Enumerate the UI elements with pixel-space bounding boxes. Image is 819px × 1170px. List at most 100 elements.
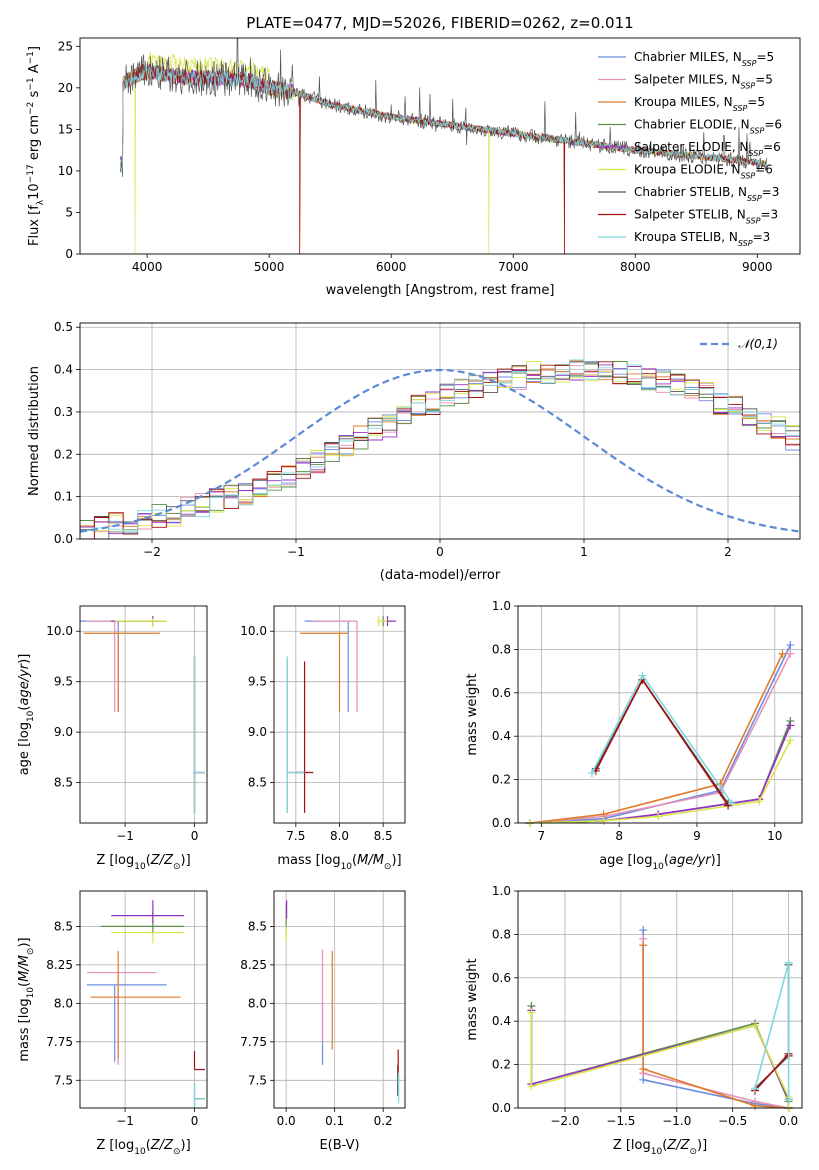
y-tick-label: 8.5 xyxy=(54,776,73,790)
x-tick-label: 0 xyxy=(191,829,199,843)
y-tick-label: 7.5 xyxy=(248,1073,267,1087)
weight-marker xyxy=(587,769,596,778)
y-tick-label: 7.75 xyxy=(240,1035,267,1049)
y-tick-label: 15 xyxy=(58,122,73,136)
weight-marker xyxy=(755,797,764,806)
residual-frame xyxy=(79,322,801,540)
residual_hist-axes: −2 −1 0 1 2 0.0 0.1 0.2 0.3 0.4 0.5 xyxy=(54,320,800,559)
weight-marker xyxy=(639,926,648,935)
weight-marker xyxy=(786,721,795,730)
weight-marker xyxy=(639,1064,648,1073)
weight_vs_Z-frame xyxy=(517,890,803,1109)
x-axis-label: wavelength [Angstrom, rest frame] xyxy=(326,283,555,298)
weight-marker xyxy=(639,941,648,950)
weight-series xyxy=(642,938,789,1108)
y-tick-label: 0.2 xyxy=(492,773,511,787)
x-tick-label: −1 xyxy=(116,829,134,843)
y-tick-label: 8.25 xyxy=(240,958,267,972)
weight-marker xyxy=(527,1008,536,1017)
legend-entry: Kroupa ELODIE, NSSP=6 xyxy=(634,163,773,181)
y-tick-label: 0.4 xyxy=(492,1014,511,1028)
histogram-series xyxy=(80,365,800,539)
x-tick-label: −1.0 xyxy=(662,1114,691,1128)
x-axis-label: E(B-V) xyxy=(319,1138,359,1153)
x-axis-label: mass [log10(M/M⊙)] xyxy=(277,853,401,872)
weight-marker xyxy=(786,649,795,658)
y-tick-label: 0.4 xyxy=(492,729,511,743)
y-axis-label: Flux [fλ10−17 erg cm−2 s−1 A−1] xyxy=(26,46,46,246)
weight-marker xyxy=(638,671,647,680)
x-tick-label: 7000 xyxy=(498,260,529,274)
x-tick-label: 0.1 xyxy=(325,1114,344,1128)
y-axis-label: age [log10(age/yr)] xyxy=(17,654,36,776)
y-tick-label: 0.8 xyxy=(492,927,511,941)
x-tick-label: 8.5 xyxy=(374,829,393,843)
legend-entry: 𝒩(0,1) xyxy=(738,337,778,351)
x-tick-label: 2 xyxy=(724,545,732,559)
y-tick-label: 8.0 xyxy=(54,996,73,1010)
x-tick-label: 0.0 xyxy=(779,1114,798,1128)
weight_vs_age-axes: 7 8 9 10 0.0 0.2 0.4 0.6 0.8 1.0 xyxy=(492,599,802,843)
y-tick-label: 10.0 xyxy=(46,624,73,638)
legend-entry: Salpeter MILES, NSSP=5 xyxy=(634,73,773,91)
legend-entry: Chabrier STELIB, NSSP=3 xyxy=(634,185,779,203)
weight_vs_age-frame xyxy=(517,605,803,824)
x-tick-label: 0 xyxy=(436,545,444,559)
spectrum-series xyxy=(119,63,768,172)
y-tick-label: 9.0 xyxy=(248,725,267,739)
y-tick-label: 9.0 xyxy=(54,725,73,739)
x-tick-label: −0.5 xyxy=(718,1114,747,1128)
weight-marker xyxy=(599,816,608,825)
legend-entry: Kroupa MILES, NSSP=5 xyxy=(634,95,765,113)
mass_vs_Z-frame xyxy=(79,890,208,1109)
y-tick-label: 10 xyxy=(58,164,73,178)
x-tick-label: −1 xyxy=(116,1114,134,1128)
weight-marker xyxy=(786,736,795,745)
weight-series xyxy=(529,653,784,823)
x-tick-label: 8.0 xyxy=(330,829,349,843)
y-tick-label: 8.25 xyxy=(46,958,73,972)
weight-series xyxy=(530,1012,790,1108)
y-axis-label: mass weight xyxy=(465,673,480,755)
weight_vs_Z-axes: −2.0 −1.5 −1.0 −0.5 0.0 0.0 0.2 0.4 0.6 0.8 1.0 xyxy=(492,884,802,1128)
x-tick-label: 8 xyxy=(615,829,623,843)
age_vs_mass-frame xyxy=(273,605,406,824)
x-tick-label: −1 xyxy=(287,545,305,559)
x-tick-label: 9000 xyxy=(742,260,773,274)
y-tick-label: 0.6 xyxy=(492,971,511,985)
weight-marker xyxy=(751,1021,760,1030)
x-tick-label: 4000 xyxy=(132,260,163,274)
y-tick-label: 0.2 xyxy=(492,1058,511,1072)
y-tick-label: 8.0 xyxy=(248,996,267,1010)
x-tick-label: 7.5 xyxy=(286,829,305,843)
x-tick-label: −2.0 xyxy=(550,1114,579,1128)
age_vs_Z-frame xyxy=(79,605,208,824)
y-tick-label: 8.5 xyxy=(54,919,73,933)
y-tick-label: 1.0 xyxy=(492,884,511,898)
x-tick-label: 5000 xyxy=(254,260,285,274)
chart-title: PLATE=0477, MJD=52026, FIBERID=0262, z=0… xyxy=(246,14,633,32)
y-tick-label: 1.0 xyxy=(492,599,511,613)
weight-marker xyxy=(751,1101,760,1110)
legend-entry: Salpeter ELODIE, NSSP=6 xyxy=(634,140,781,158)
y-tick-label: 0.0 xyxy=(492,816,511,830)
y-tick-label: 0.6 xyxy=(492,686,511,700)
y-tick-label: 8.5 xyxy=(248,776,267,790)
weight-marker xyxy=(727,799,736,808)
x-tick-label: 1 xyxy=(580,545,588,559)
spectrum-frame xyxy=(79,37,801,255)
x-tick-label: −1.5 xyxy=(606,1114,635,1128)
x-axis-label: (data-model)/error xyxy=(380,568,501,583)
age_vs_mass-axes: 7.5 8.0 8.5 8.5 9.0 9.5 10.0 xyxy=(240,606,405,843)
y-axis-label: Normed distribution xyxy=(27,366,42,496)
y-tick-label: 0.5 xyxy=(54,320,73,334)
weight-marker xyxy=(786,641,795,650)
histogram-series xyxy=(80,359,800,533)
y-tick-label: 0.4 xyxy=(54,363,73,377)
x-tick-label: 8000 xyxy=(620,260,651,274)
legend-entry: Salpeter STELIB, NSSP=3 xyxy=(634,208,778,226)
weight-marker xyxy=(654,812,663,821)
x-axis-label: Z [log10(Z/Z⊙)] xyxy=(613,1138,707,1157)
y-tick-label: 0.8 xyxy=(492,642,511,656)
y-tick-label: 7.75 xyxy=(46,1035,73,1049)
